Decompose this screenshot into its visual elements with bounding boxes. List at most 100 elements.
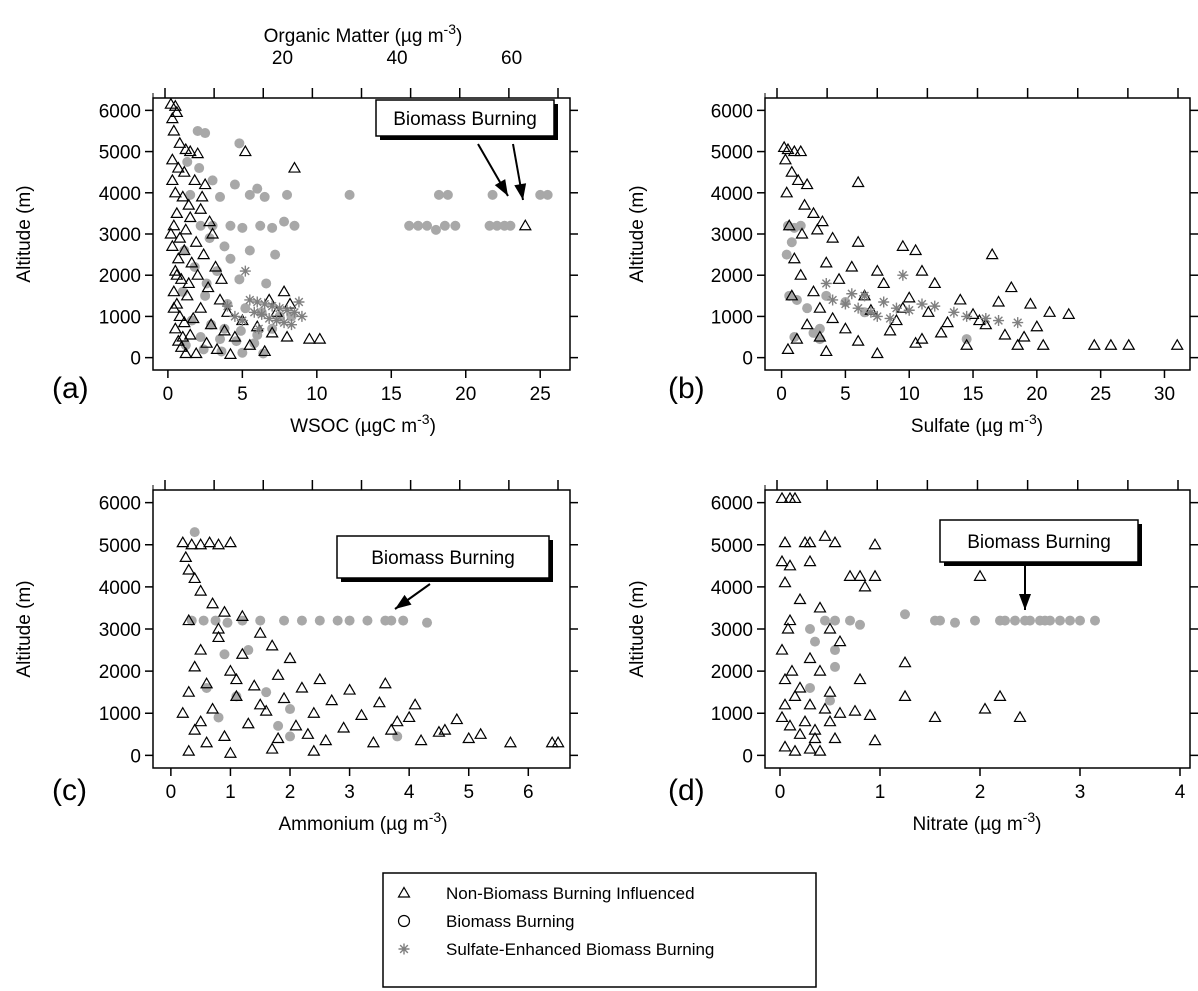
y-tick-label: 0	[742, 349, 753, 370]
data-point-triangle	[898, 689, 912, 701]
data-point-circle	[786, 237, 797, 248]
x-tick-label: 0	[166, 782, 177, 803]
data-point-triangle	[818, 702, 832, 714]
data-point-circle	[231, 691, 242, 702]
data-point-circle	[830, 615, 840, 626]
data-point-circle	[344, 615, 355, 626]
data-point-triangle	[826, 311, 840, 324]
data-point-circle	[935, 615, 945, 626]
data-point-triangle	[775, 554, 789, 567]
data-point-circle	[182, 156, 193, 167]
data-point-triangle	[167, 284, 181, 297]
data-point-circle	[845, 615, 855, 626]
panel-d: 0 1 2 3 4 0 1000 2000 3000 4000 5000 6000 Altitude (…	[627, 480, 1198, 835]
data-point-triangle	[217, 605, 232, 617]
data-point-circle	[505, 220, 516, 231]
data-point-circle	[270, 249, 281, 260]
data-point-star	[244, 294, 256, 306]
data-point-triangle	[168, 186, 182, 198]
data-point-triangle	[229, 689, 243, 701]
x-axis-label-sup: -3	[429, 809, 442, 825]
data-point-triangle	[165, 111, 179, 124]
data-point-triangle	[343, 683, 357, 695]
legend-box	[382, 872, 817, 988]
data-point-triangle	[307, 706, 321, 718]
data-point-triangle	[168, 322, 182, 334]
data-point-triangle	[819, 344, 833, 357]
x-axis-label-text: Sulfate (µg m	[911, 416, 1024, 437]
data-point-triangle	[800, 177, 814, 190]
data-point-circle	[542, 189, 553, 200]
data-point-triangle	[194, 301, 208, 313]
data-point-triangle	[176, 535, 190, 548]
data-point-triangle	[813, 601, 827, 613]
data-point-triangle	[826, 231, 840, 243]
data-point-circle	[1055, 615, 1065, 626]
data-point-triangle	[302, 332, 316, 344]
data-point-circle	[213, 712, 224, 723]
data-point-circle	[413, 220, 424, 231]
data-point-star	[288, 306, 300, 318]
data-point-triangle	[337, 721, 351, 733]
data-point-triangle	[775, 710, 789, 723]
data-point-triangle	[165, 239, 179, 251]
x-axis-label-text: Ammonium (µg m	[278, 814, 428, 835]
data-point-circle	[195, 332, 206, 343]
data-point-triangle	[414, 733, 428, 746]
data-point-star	[827, 294, 839, 306]
data-point-triangle	[474, 727, 488, 739]
data-point-triangle	[808, 731, 822, 744]
data-point-circle	[198, 615, 209, 626]
data-point-triangle	[179, 346, 193, 359]
data-point-circle	[255, 615, 266, 626]
data-point-triangle	[186, 311, 200, 324]
data-point-triangle	[787, 252, 801, 264]
data-point-circle	[430, 224, 441, 235]
y-tick-label: 5000	[711, 143, 753, 164]
data-point-circle	[386, 615, 397, 626]
data-point-circle	[267, 222, 278, 233]
data-point-star	[839, 298, 851, 310]
data-point-triangle	[503, 736, 517, 748]
data-point-triangle	[214, 272, 229, 284]
data-point-circle	[279, 615, 290, 626]
data-point-circle	[1010, 615, 1020, 626]
data-point-circle	[442, 189, 453, 200]
callout-label: Biomass Burning	[371, 548, 515, 569]
data-point-triangle	[788, 491, 802, 504]
data-point-triangle	[843, 569, 857, 581]
data-point-triangle	[803, 535, 817, 548]
data-point-triangle	[200, 736, 214, 748]
y-tick-label: 0	[130, 349, 141, 370]
data-point-triangle	[176, 330, 190, 342]
data-point-triangle	[183, 328, 197, 340]
data-point-triangle	[319, 733, 333, 746]
data-point-triangle	[828, 535, 842, 548]
data-point-triangle	[188, 571, 202, 584]
data-point-circle	[273, 720, 284, 731]
data-point-triangle	[194, 202, 208, 214]
y-tick-label: 6000	[99, 101, 141, 122]
data-point-circle	[244, 189, 255, 200]
data-point-circle	[240, 303, 251, 314]
data-point-triangle	[858, 580, 872, 592]
data-point-triangle	[1087, 338, 1101, 350]
data-point-triangle	[909, 336, 923, 348]
data-point-triangle	[179, 223, 193, 235]
data-point-triangle	[191, 268, 205, 280]
data-point-triangle	[992, 295, 1006, 307]
data-point-triangle	[235, 647, 249, 659]
x-tick-label: 15	[962, 384, 983, 405]
y-tick-label: 0	[130, 746, 141, 767]
y-tick-label: 5000	[99, 143, 141, 164]
data-point-triangle	[384, 723, 398, 735]
data-point-triangle	[179, 550, 193, 562]
data-point-triangle	[200, 336, 214, 348]
data-point-circle	[282, 189, 293, 200]
legend-label: Sulfate-Enhanced Biomass Burning	[446, 940, 714, 959]
data-point-triangle	[1030, 320, 1044, 332]
data-point-triangle	[164, 227, 178, 239]
data-point-triangle	[803, 651, 817, 664]
data-point-triangle	[851, 175, 865, 188]
data-point-star	[278, 317, 290, 329]
